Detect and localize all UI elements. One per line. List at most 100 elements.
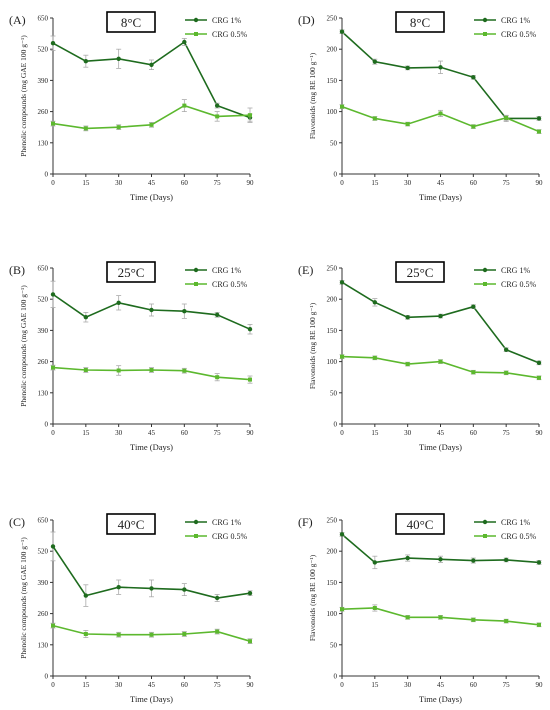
x-tick-label: 0 (340, 681, 344, 689)
x-axis-label: Time (Days) (130, 694, 173, 704)
y-tick-label: 100 (327, 610, 338, 618)
data-point (471, 558, 476, 563)
data-point (116, 56, 121, 61)
data-point (182, 587, 187, 592)
legend-label: CRG 1% (212, 518, 241, 527)
legend-label: CRG 0.5% (501, 532, 536, 541)
x-tick-label: 15 (371, 681, 379, 689)
legend-label: CRG 0.5% (501, 30, 536, 39)
data-point (405, 555, 410, 561)
y-tick-label: 260 (38, 358, 49, 366)
data-point (182, 309, 187, 314)
data-point (116, 632, 121, 637)
legend-marker (193, 519, 199, 525)
data-point (83, 368, 88, 372)
data-point (340, 607, 344, 612)
data-point (340, 104, 344, 109)
data-point (405, 65, 410, 71)
panel-label: (C) (9, 515, 25, 529)
x-tick-label: 90 (247, 429, 255, 437)
legend-marker (482, 17, 488, 23)
y-tick-label: 260 (38, 610, 49, 618)
data-point (116, 585, 121, 590)
y-axis-label: Flavonoids (mg RE 100 g⁻¹) (308, 52, 317, 139)
x-tick-label: 0 (340, 429, 344, 437)
y-tick-label: 520 (38, 46, 49, 54)
data-point (247, 591, 253, 596)
data-point (405, 315, 410, 320)
data-point (83, 593, 89, 598)
x-axis-label: Time (Days) (419, 442, 462, 452)
data-point (83, 126, 88, 131)
data-point (372, 300, 378, 305)
data-point (471, 124, 476, 129)
x-tick-label: 45 (437, 179, 445, 187)
y-tick-label: 520 (38, 548, 49, 556)
x-tick-label: 0 (51, 681, 55, 689)
y-tick-label: 50 (330, 389, 338, 397)
data-point (50, 292, 56, 297)
data-point (536, 560, 542, 565)
data-point (149, 307, 154, 313)
x-tick-label: 75 (503, 429, 511, 437)
data-point (536, 116, 542, 121)
data-point (51, 623, 55, 628)
y-tick-label: 0 (45, 673, 49, 681)
legend-marker (483, 534, 487, 538)
legend-label: CRG 0.5% (212, 532, 247, 541)
chart-panel: 0 50 100 150 200 250 0 15 30 45 60 75 90 Time (Days) F… (298, 513, 543, 704)
data-point (438, 313, 443, 319)
data-point (116, 300, 121, 305)
x-tick-label: 75 (503, 681, 511, 689)
legend-marker (194, 32, 198, 36)
data-point (50, 544, 56, 549)
x-axis-label: Time (Days) (130, 192, 173, 202)
x-tick-label: 0 (51, 429, 55, 437)
temperature-label-box (106, 513, 156, 535)
panel-label: (F) (298, 515, 313, 529)
legend-marker (482, 267, 488, 273)
series-line (341, 31, 539, 120)
y-tick-label: 100 (327, 358, 338, 366)
data-point (247, 327, 253, 332)
data-point (248, 113, 252, 118)
data-point (248, 377, 252, 382)
data-point (438, 615, 443, 620)
x-tick-label: 30 (115, 681, 123, 689)
panel-label: (A) (9, 13, 26, 27)
y-tick-label: 200 (327, 46, 338, 54)
data-point (149, 632, 154, 637)
data-point (149, 368, 154, 372)
chart-panel: 0 50 100 150 200 250 0 15 30 45 60 75 90 Time (Days) F… (298, 261, 544, 452)
data-point (339, 280, 345, 285)
data-point (372, 605, 377, 610)
data-point (471, 304, 476, 309)
data-point (340, 354, 344, 359)
x-tick-label: 75 (214, 179, 222, 187)
data-point (537, 129, 541, 134)
x-axis-label: Time (Days) (419, 192, 462, 202)
data-point (214, 595, 220, 601)
data-point (214, 312, 220, 317)
x-tick-label: 90 (247, 681, 255, 689)
chart-panel: 0 50 100 150 200 250 0 15 30 45 60 75 90 Time (Days) F… (298, 11, 543, 202)
data-point (51, 121, 55, 126)
y-tick-label: 130 (38, 139, 49, 147)
y-tick-label: 130 (38, 641, 49, 649)
x-tick-label: 15 (82, 179, 90, 187)
x-tick-label: 45 (148, 429, 156, 437)
x-tick-label: 45 (148, 179, 156, 187)
data-point (149, 586, 154, 591)
y-tick-label: 250 (327, 15, 338, 23)
data-point (215, 629, 220, 634)
y-tick-label: 650 (38, 517, 49, 525)
data-point (83, 632, 88, 636)
data-point (504, 619, 509, 624)
legend-label: CRG 1% (212, 266, 241, 275)
data-point (51, 365, 55, 370)
x-tick-label: 45 (437, 681, 445, 689)
legend-marker (193, 17, 199, 23)
legend-label: CRG 0.5% (501, 280, 536, 289)
data-point (182, 39, 187, 45)
x-tick-label: 90 (536, 429, 544, 437)
